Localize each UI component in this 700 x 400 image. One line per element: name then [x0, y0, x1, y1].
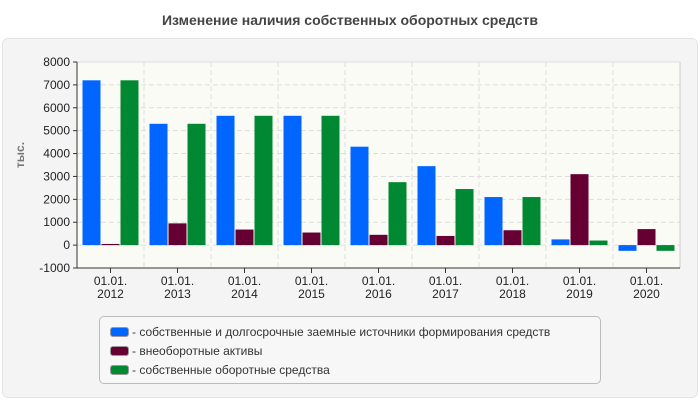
- legend-swatch: [110, 327, 129, 337]
- x-tick-label: 2017: [432, 287, 459, 301]
- y-tick-label: -1000: [39, 261, 70, 275]
- y-tick-label: 0: [63, 238, 70, 252]
- y-tick-label: 5000: [43, 124, 70, 138]
- x-tick-label: 01.01.: [228, 274, 261, 288]
- bar: [254, 115, 273, 246]
- bar: [618, 245, 637, 251]
- y-tick-label: 2000: [43, 192, 70, 206]
- legend-item: собственные и долгосрочные заемные источ…: [110, 323, 550, 341]
- x-tick-label: 2015: [298, 287, 325, 301]
- bar: [101, 243, 120, 246]
- bar: [589, 240, 608, 246]
- x-tick-label: 01.01.: [295, 274, 328, 288]
- x-tick-label: 2016: [365, 287, 392, 301]
- bar: [350, 146, 369, 246]
- bar: [82, 80, 101, 246]
- x-tick-label: 2014: [231, 287, 258, 301]
- bar: [484, 197, 503, 246]
- y-tick-label: 6000: [43, 101, 70, 115]
- y-tick-label: 8000: [43, 55, 70, 69]
- x-tick-label: 01.01.: [94, 274, 127, 288]
- x-tick-label: 01.01.: [161, 274, 194, 288]
- bar: [436, 235, 455, 246]
- bar: [551, 239, 570, 246]
- bar: [656, 245, 675, 251]
- legend-label: внеоборотные активы: [132, 344, 262, 358]
- bar: [302, 232, 321, 246]
- bar: [417, 166, 436, 246]
- bar: [369, 234, 388, 246]
- x-tick-label: 01.01.: [496, 274, 529, 288]
- legend-swatch: [110, 365, 129, 375]
- bar: [522, 197, 541, 246]
- y-tick-label: 3000: [43, 169, 70, 183]
- x-tick-label: 01.01.: [429, 274, 462, 288]
- y-tick-label: 4000: [43, 147, 70, 161]
- x-tick-label: 01.01.: [563, 274, 596, 288]
- bar: [570, 174, 589, 246]
- bar: [283, 115, 302, 246]
- y-tick-label: 7000: [43, 78, 70, 92]
- bar: [388, 182, 407, 246]
- bar: [321, 115, 340, 246]
- x-tick-label: 2020: [633, 287, 660, 301]
- x-tick-label: 2013: [164, 287, 191, 301]
- bar: [168, 223, 187, 246]
- chart-title: Изменение наличия собственных оборотных …: [161, 12, 539, 28]
- legend: собственные и долгосрочные заемные источ…: [99, 316, 601, 384]
- bar: [637, 229, 656, 246]
- bar: [120, 80, 139, 246]
- bar: [455, 189, 474, 246]
- y-tick-label: 1000: [43, 215, 70, 229]
- legend-item: собственные оборотные средства: [110, 361, 330, 379]
- legend-item: внеоборотные активы: [110, 342, 262, 360]
- legend-label: собственные оборотные средства: [132, 363, 329, 377]
- legend-label: собственные и долгосрочные заемные источ…: [132, 325, 550, 339]
- x-tick-label: 01.01.: [630, 274, 663, 288]
- x-tick-label: 01.01.: [362, 274, 395, 288]
- x-tick-label: 2012: [97, 287, 124, 301]
- bar: [187, 123, 206, 246]
- legend-swatch: [110, 346, 129, 356]
- y-axis-label: тыс.: [13, 142, 27, 168]
- x-tick-label: 2019: [566, 287, 593, 301]
- bar: [503, 230, 522, 246]
- bar: [149, 123, 168, 246]
- x-tick-label: 2018: [499, 287, 526, 301]
- bar: [216, 115, 235, 246]
- bar: [235, 229, 254, 246]
